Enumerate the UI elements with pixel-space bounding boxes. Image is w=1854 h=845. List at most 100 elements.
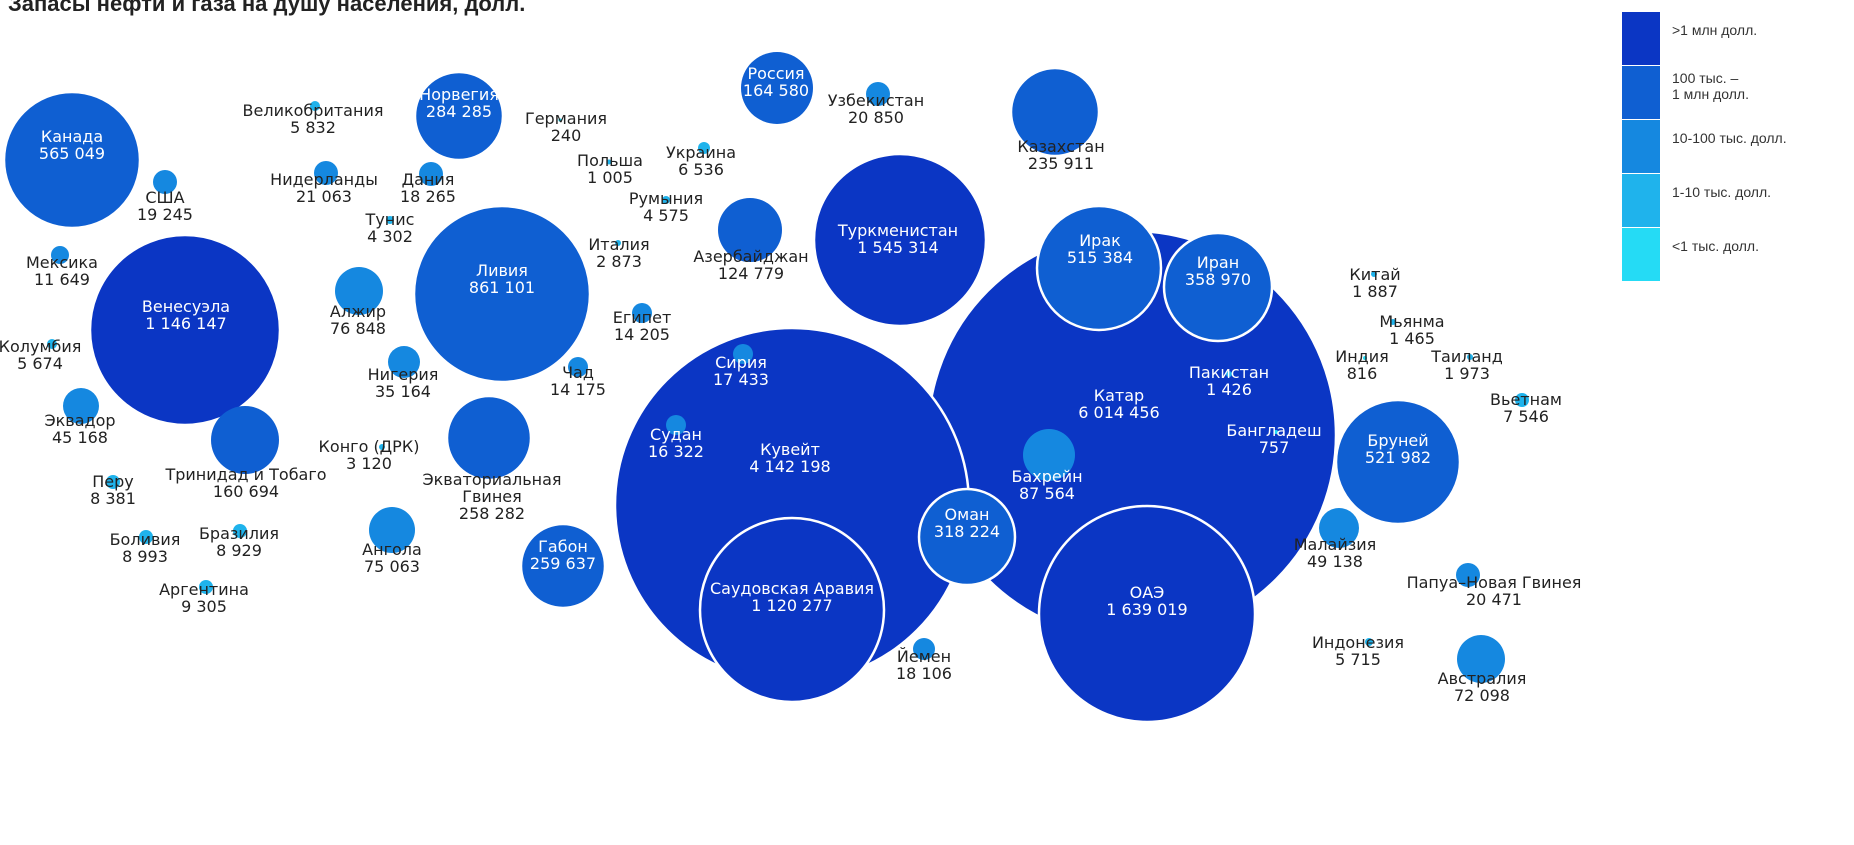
legend-swatch (1622, 12, 1660, 65)
bubble-папуа-новая-гвинея (1456, 563, 1480, 587)
label-таиланд: Таиланд 1 973 (1430, 347, 1503, 383)
label-алжир: Алжир 76 848 (330, 302, 386, 338)
value-label: 4 302 (367, 227, 413, 246)
bubble-ангола (369, 507, 415, 553)
label-папуа-новая-гвинея: Папуа–Новая Гвинея 20 471 (1407, 573, 1582, 609)
legend-swatch (1622, 174, 1660, 227)
country-label: Мьянма (1379, 312, 1444, 331)
value-label: 258 282 (459, 504, 525, 523)
bubble-эквадор (63, 388, 99, 424)
country-label: Экваториальная (422, 470, 561, 489)
label-великобритания: Великобритания 5 832 (243, 101, 384, 137)
bubble-канада (2, 90, 142, 230)
value-label: 164 580 (743, 81, 809, 100)
bubble-норвегия (413, 70, 505, 162)
legend-swatch (1622, 120, 1660, 173)
country-label: Боливия (110, 530, 181, 549)
value-label: 6 014 456 (1078, 403, 1159, 422)
value-label: 20 471 (1466, 590, 1522, 609)
country-label: Пакистан (1189, 363, 1269, 382)
country-label: ОАЭ (1130, 583, 1165, 602)
bubble-тринидад-и-тобаго (211, 406, 279, 474)
legend-swatch (1622, 66, 1660, 119)
value-label: 11 649 (34, 270, 90, 289)
country-label: Канада (41, 127, 103, 146)
country-label: Ирак (1079, 231, 1121, 250)
value-label: 5 715 (1335, 650, 1381, 669)
label-экваториальная-гвинея: Экваториальная Гвинея 258 282 (422, 470, 561, 523)
bubble-колумбия (47, 339, 57, 349)
value-label: 45 168 (52, 428, 108, 447)
country-label: Вьетнам (1490, 390, 1562, 409)
country-label: Румыния (629, 189, 703, 208)
label-кувейт: Кувейт 4 142 198 (749, 440, 830, 476)
value-label: 1 545 314 (857, 238, 938, 257)
label-польша: Польша 1 005 (577, 151, 643, 187)
label-боливия: Боливия 8 993 (110, 530, 181, 566)
country-label: Мексика (26, 253, 98, 272)
bubble-экваториальная-гвинея (445, 394, 533, 482)
value-label: 124 779 (718, 264, 784, 283)
label-сирия: Сирия 17 433 (713, 353, 769, 389)
bubble-саудовская-аравия (698, 516, 886, 704)
label-нигерия: Нигерия 35 164 (368, 365, 439, 401)
value-label: 521 982 (1365, 448, 1431, 467)
label-норвегия: Норвегия 284 285 (419, 85, 499, 121)
label-аргентина: Аргентина 9 305 (159, 580, 249, 616)
bubble-йемен (913, 638, 935, 660)
value-label: 5 832 (290, 118, 336, 137)
value-label: 19 245 (137, 205, 193, 224)
country-label: Германия (525, 109, 607, 128)
value-label: 8 993 (122, 547, 168, 566)
country-label: Бразилия (199, 524, 279, 543)
value-label: 4 142 198 (749, 457, 830, 476)
legend-item-under-1k: <1 тыс. долл. (1622, 228, 1854, 282)
country-label: Италия (588, 235, 649, 254)
country-label: Аргентина (159, 580, 249, 599)
country-label: Колумбия (0, 337, 81, 356)
label-перу: Перу 8 381 (90, 472, 136, 508)
bubble-венесуэла (88, 233, 282, 427)
bubble-бахрейн (1023, 429, 1075, 481)
value-label: 8 381 (90, 489, 136, 508)
country-label: Бруней (1367, 431, 1428, 450)
value-label: 1 120 277 (751, 596, 832, 615)
bubble-тунис (386, 216, 394, 224)
country-label: Венесуэла (142, 297, 230, 316)
country-label: Сирия (715, 353, 767, 372)
country-label: США (145, 188, 184, 207)
value-label: 72 098 (1454, 686, 1510, 705)
value-label: 6 536 (678, 160, 724, 179)
value-label: 816 (1347, 364, 1378, 383)
country-label: Саудовская Аравия (710, 579, 874, 598)
label-канада: Канада 565 049 (39, 127, 105, 163)
bubble-габон (519, 522, 607, 610)
bubble-казахстан (1009, 66, 1101, 158)
value-label: 17 433 (713, 370, 769, 389)
bubble-украина (698, 142, 710, 154)
value-label: 1 426 (1206, 380, 1252, 399)
bubble-нидерланды (314, 161, 338, 185)
country-label: Бангладеш (1226, 421, 1321, 440)
value-label: 318 224 (934, 522, 1000, 541)
label-румыния: Румыния 4 575 (629, 189, 703, 225)
bubble-индия (1363, 356, 1367, 360)
bubble-ирак (1035, 204, 1163, 332)
country-label: Габон (538, 537, 588, 556)
label-габон: Габон 259 637 (530, 537, 596, 573)
country-label: Австралия (1438, 669, 1527, 688)
label-оман: Оман 318 224 (934, 505, 1000, 541)
bubble-дания (419, 162, 443, 186)
country-label: Катар (1094, 386, 1144, 405)
country-label: Нидерланды (270, 170, 378, 189)
bubble-румыния (662, 196, 670, 204)
value-label: 358 970 (1185, 270, 1251, 289)
bubbles-layer (2, 52, 1529, 724)
bubble-италия (615, 240, 621, 246)
country-label: Тунис (365, 210, 415, 229)
label-италия: Италия 2 873 (588, 235, 649, 271)
bubble-сша (153, 170, 177, 194)
value-label: 259 637 (530, 554, 596, 573)
bubble-чад (568, 357, 588, 377)
label-бахрейн: Бахрейн 87 564 (1011, 467, 1082, 503)
